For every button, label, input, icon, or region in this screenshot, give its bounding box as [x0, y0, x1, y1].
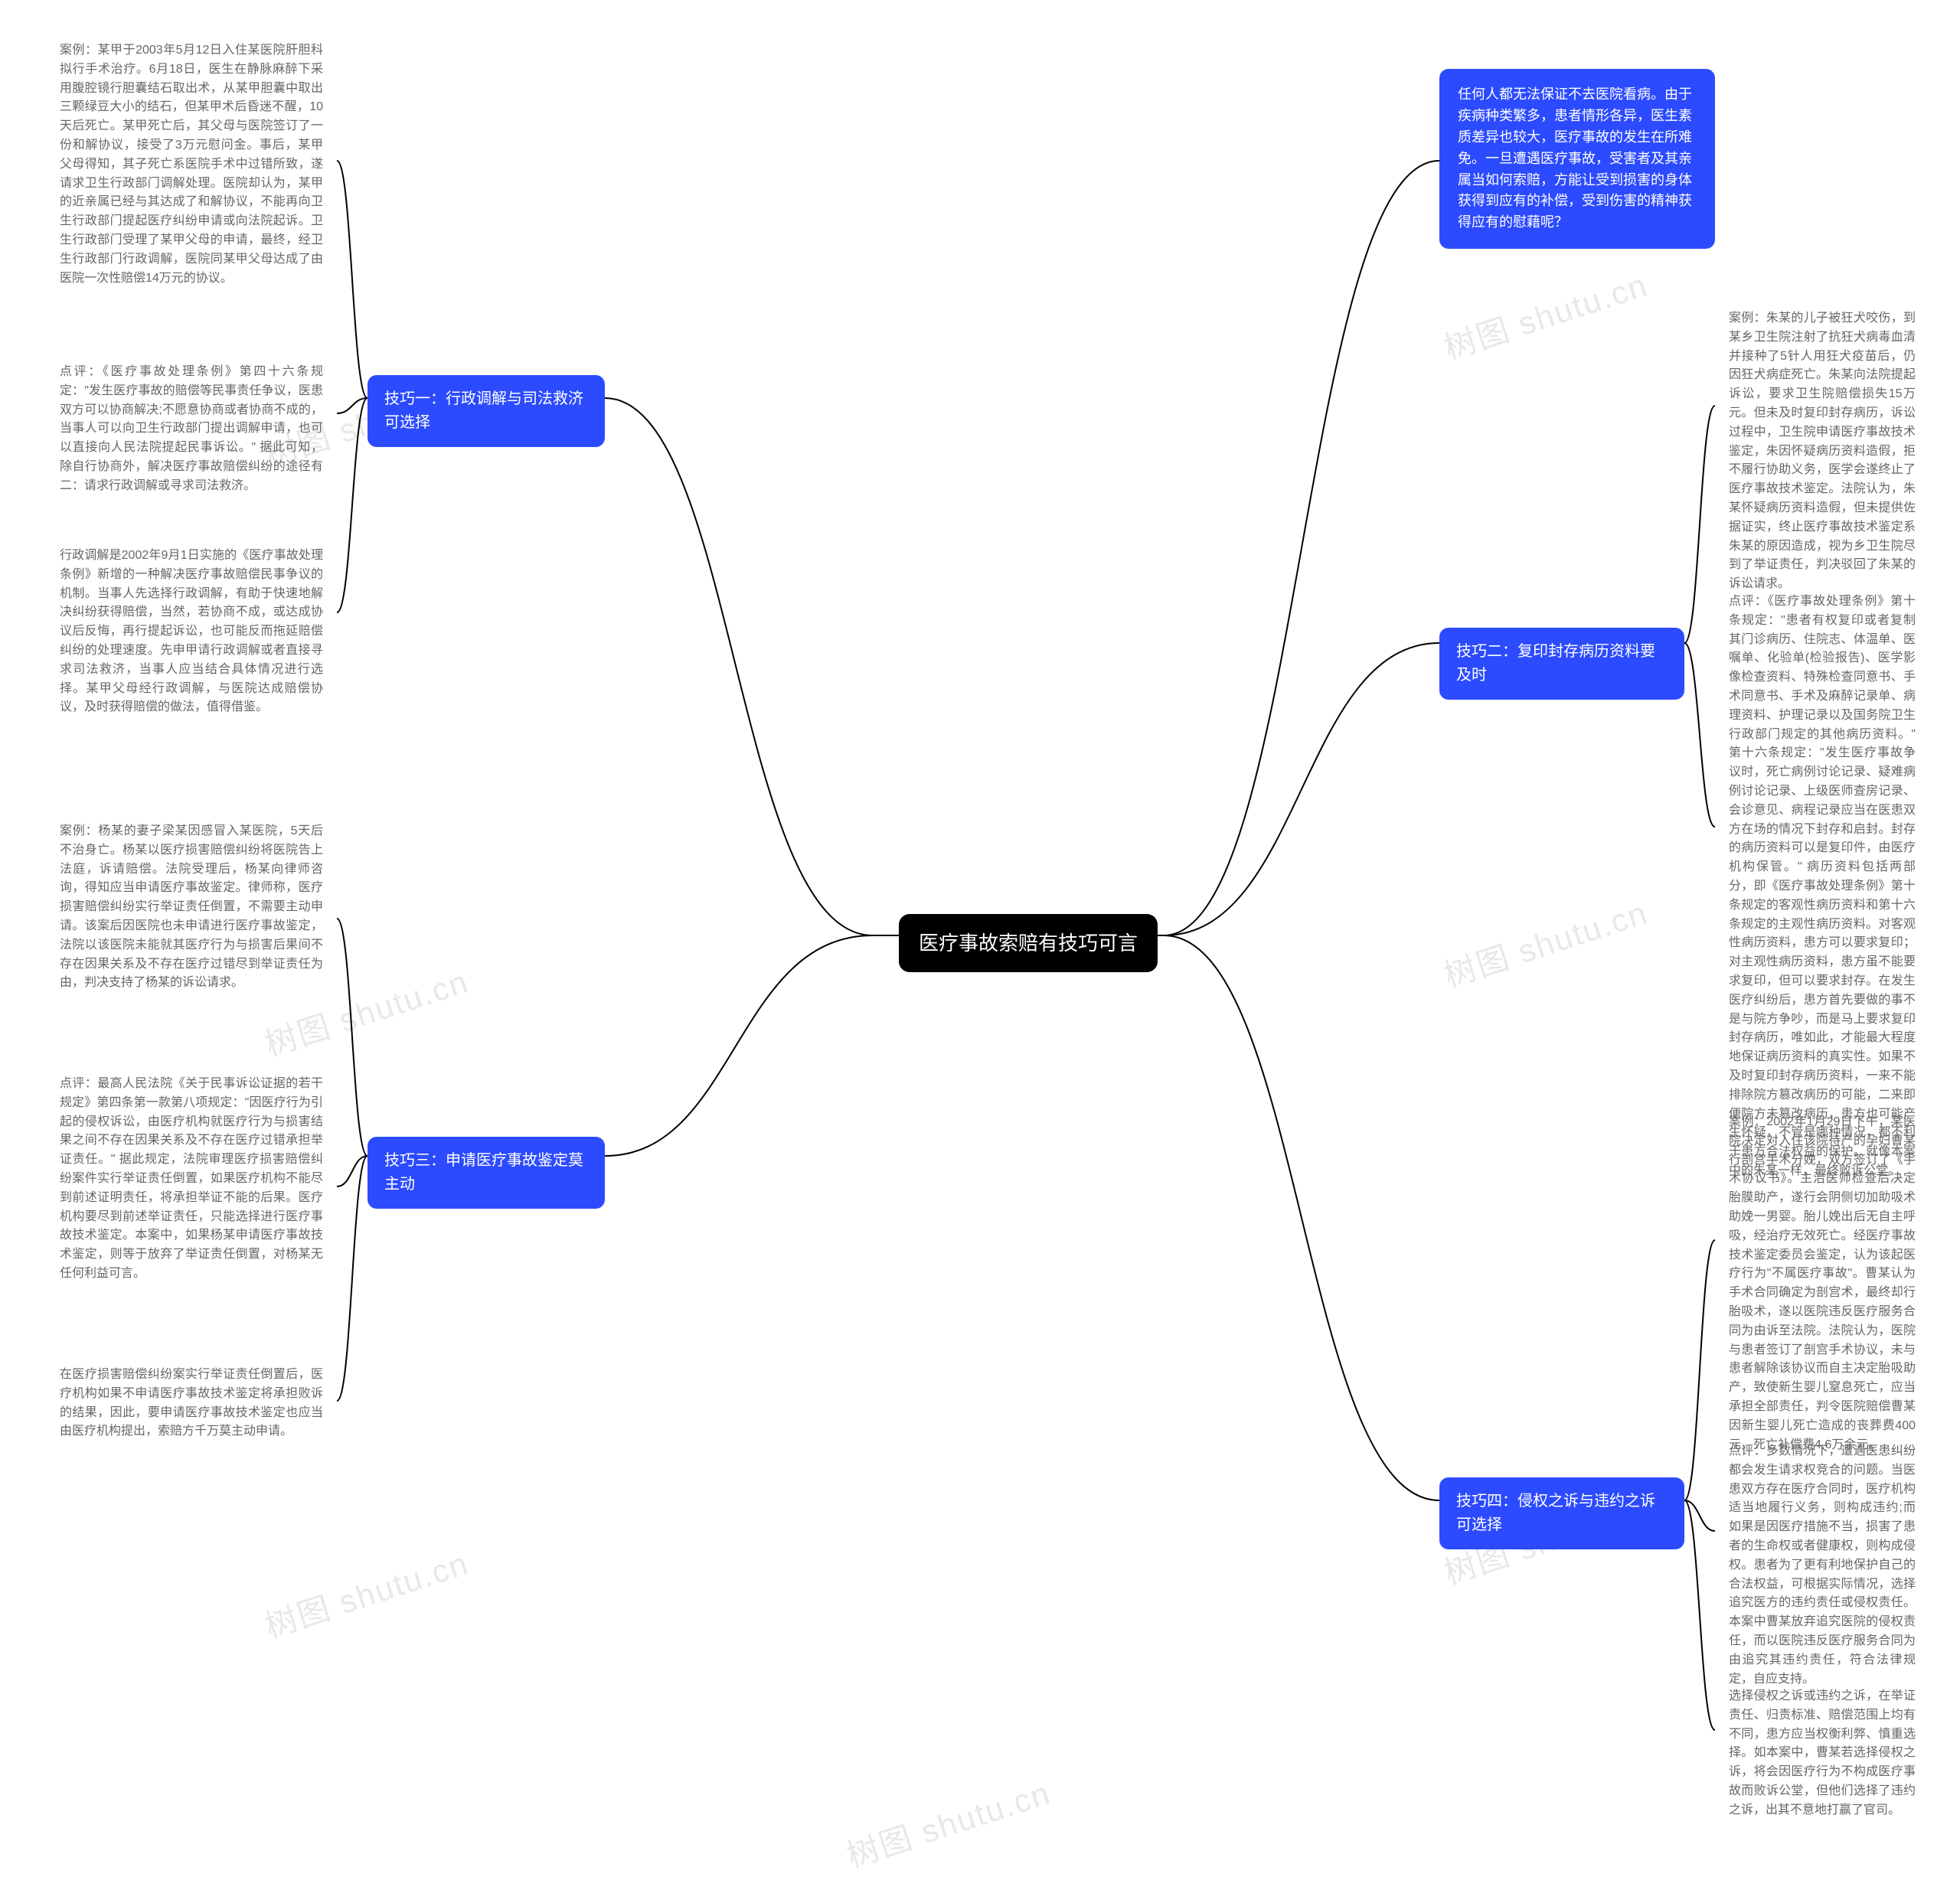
watermark: 树图 shutu.cn: [1437, 887, 1653, 997]
watermark: 树图 shutu.cn: [1437, 260, 1653, 369]
branch-1[interactable]: 技巧一：行政调解与司法救济可选择: [368, 375, 605, 447]
branch-4-leaf-2: 点评：多数情况下，遭遇医患纠纷都会发生请求权竞合的问题。当医患双方存在医疗合同时…: [1715, 1431, 1929, 1699]
intro-text: 任何人都无法保证不去医院看病。由于疾病种类繁多，患者情形各异，医生素质差异也较大…: [1458, 87, 1692, 230]
branch-2-leaf-2: 点评：《医疗事故处理条例》第十条规定："患者有权复印或者复制其门诊病历、住院志、…: [1715, 582, 1929, 1192]
branch-3-leaf-3: 在医疗损害赔偿纠纷案实行举证责任倒置后，医疗机构如果不申请医疗事故技术鉴定将承担…: [46, 1355, 337, 1452]
branch-4-leaf-3: 选择侵权之诉或违约之诉，在举证责任、归责标准、赔偿范围上均有不同，患方应当权衡利…: [1715, 1676, 1929, 1831]
branch-1-leaf-2: 点评：《医疗事故处理条例》第四十六条规定："发生医疗事故的赔偿等民事责任争议，医…: [46, 352, 337, 507]
branch-3[interactable]: 技巧三：申请医疗事故鉴定莫主动: [368, 1137, 605, 1209]
branch-3-leaf-1: 案例：杨某的妻子梁某因感冒入某医院，5天后不治身亡。杨某以医疗损害赔偿纠纷将医院…: [46, 811, 337, 1004]
watermark: 树图 shutu.cn: [258, 1538, 474, 1647]
branch-4-leaf-1: 案例：2002年1月29日下午，某医院决定对入住该院待产的孕妇曹某行剖宫手术分娩…: [1715, 1102, 1929, 1465]
branch-2-leaf-1: 案例：朱某的儿子被狂犬咬伤，到某乡卫生院注射了抗狂犬病毒血清并接种了5针人用狂犬…: [1715, 299, 1929, 605]
branch-3-label: 技巧三：申请医疗事故鉴定莫主动: [384, 1152, 583, 1193]
branch-1-label: 技巧一：行政调解与司法救济可选择: [384, 390, 583, 431]
branch-2[interactable]: 技巧二：复印封存病历资料要及时: [1439, 628, 1684, 700]
root-node[interactable]: 医疗事故索赔有技巧可言: [899, 914, 1158, 972]
branch-1-leaf-3: 行政调解是2002年9月1日实施的《医疗事故处理条例》新增的一种解决医疗事故赔偿…: [46, 536, 337, 728]
root-label: 医疗事故索赔有技巧可言: [919, 932, 1138, 955]
intro-node[interactable]: 任何人都无法保证不去医院看病。由于疾病种类繁多，患者情形各异，医生素质差异也较大…: [1439, 69, 1715, 249]
branch-2-label: 技巧二：复印封存病历资料要及时: [1456, 643, 1655, 684]
branch-1-leaf-1: 案例：某甲于2003年5月12日入住某医院肝胆科拟行手术治疗。6月18日，医生在…: [46, 31, 337, 299]
branch-3-leaf-2: 点评：最高人民法院《关于民事诉讼证据的若干规定》第四条第一款第八项规定："因医疗…: [46, 1064, 337, 1294]
branch-4-label: 技巧四：侵权之诉与违约之诉可选择: [1456, 1493, 1655, 1533]
branch-4[interactable]: 技巧四：侵权之诉与违约之诉可选择: [1439, 1477, 1684, 1549]
